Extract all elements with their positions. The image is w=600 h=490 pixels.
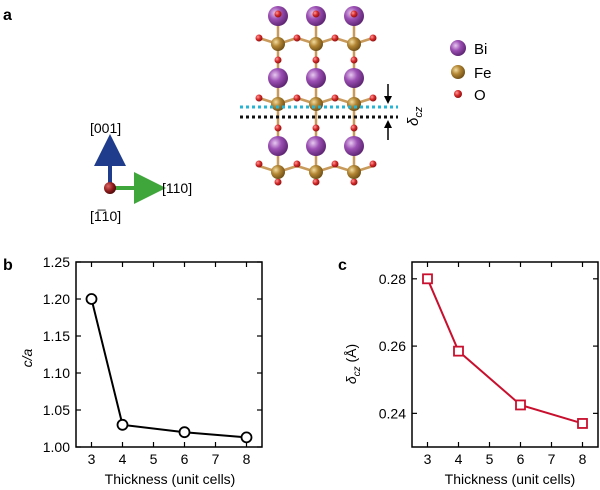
y-tick-label: 1.15: [43, 328, 70, 344]
o-atom: [274, 56, 282, 64]
y-tick-label: 1.05: [43, 402, 70, 418]
o-atom: [369, 160, 377, 168]
displacement-arrowhead-bottom: [384, 120, 392, 128]
series-line: [90, 298, 247, 439]
bi-atom: [268, 68, 288, 88]
x-tick-label: 3: [424, 451, 432, 467]
chart-c: 3 4 5 6 7 8 0.24 0.26 0.28: [379, 261, 599, 467]
o-atom: [293, 160, 301, 168]
data-point: [240, 431, 253, 444]
x-tick-label: 8: [243, 451, 251, 467]
series-line: [426, 278, 583, 425]
x-tick-label: 5: [150, 451, 158, 467]
fe-atom: [347, 165, 361, 179]
y-tick-label: 0.28: [379, 271, 406, 287]
o-atom: [331, 160, 339, 168]
x-tick-label: 5: [486, 451, 494, 467]
o-atom: [369, 34, 377, 42]
fe-atom: [271, 165, 285, 179]
crystal-axes: [001] [110] [1̅10]: [90, 120, 192, 224]
axis-label-110: [110]: [162, 180, 192, 196]
axis-label-001: [001]: [90, 120, 121, 136]
o-atom: [274, 124, 282, 132]
x-tick-label: 6: [517, 451, 525, 467]
o-atom: [350, 124, 358, 132]
plot-frame: [75, 261, 263, 448]
panel-letter-a: a: [3, 7, 12, 24]
bi-atom: [306, 68, 326, 88]
legend-o-swatch: [454, 90, 462, 98]
chart-b: 3 4 5 6 7 8 1.00 1.05 1.10 1.15 1.20 1.25: [43, 254, 263, 467]
fe-atom: [271, 37, 285, 51]
x-tick-label: 7: [548, 451, 556, 467]
o-atom: [369, 94, 377, 102]
o-atom: [255, 160, 263, 168]
legend-bi-swatch: [450, 40, 466, 56]
y-tick-label: 1.25: [43, 254, 70, 270]
fe-atom: [309, 97, 323, 111]
displacement-arrowhead-top: [384, 96, 392, 104]
plot-frame: [411, 261, 599, 448]
o-atom: [312, 10, 320, 18]
displacement-indicator: δcz: [240, 84, 425, 140]
fe-atom: [271, 97, 285, 111]
panel-letter-c: c: [338, 257, 347, 274]
legend-fe-swatch: [451, 65, 465, 79]
fe-atom: [309, 165, 323, 179]
data-point: [116, 418, 129, 431]
fe-atom: [309, 37, 323, 51]
y-tick-label: 0.24: [379, 405, 406, 421]
bi-atom: [344, 68, 364, 88]
bi-atom: [268, 136, 288, 156]
chart-b-xlabel: Thickness (unit cells): [105, 471, 236, 487]
chart-c-xlabel: Thickness (unit cells): [445, 471, 576, 487]
o-atom: [274, 10, 282, 18]
axis-origin: [104, 182, 116, 194]
o-atom: [350, 10, 358, 18]
fe-atom: [347, 37, 361, 51]
o-atom: [274, 178, 282, 186]
legend-fe-label: Fe: [474, 65, 492, 82]
o-atom: [312, 124, 320, 132]
data-point: [453, 345, 464, 357]
delta-cz-label: δcz: [405, 106, 425, 126]
y-tick-label: 1.10: [43, 365, 70, 381]
data-point: [85, 293, 98, 305]
legend-o-label: O: [474, 87, 486, 104]
atom-legend: Bi Fe O: [450, 40, 492, 104]
data-point: [577, 418, 588, 429]
o-atom: [350, 178, 358, 186]
crystal-structure: [255, 6, 377, 186]
y-tick-label: 0.26: [379, 338, 406, 354]
o-atom: [255, 94, 263, 102]
o-atom: [350, 56, 358, 64]
o-atom: [255, 34, 263, 42]
x-tick-label: 3: [88, 451, 96, 467]
panel-letter-b: b: [3, 257, 13, 274]
data-point: [422, 273, 433, 285]
x-tick-label: 7: [212, 451, 220, 467]
bi-atom: [306, 136, 326, 156]
o-atom: [312, 56, 320, 64]
bi-atom: [344, 136, 364, 156]
data-point: [178, 426, 191, 439]
o-atom: [331, 34, 339, 42]
fe-atom: [347, 97, 361, 111]
legend-bi-label: Bi: [474, 41, 487, 58]
o-atom: [293, 94, 301, 102]
y-tick-label: 1.00: [43, 439, 70, 455]
x-tick-label: 4: [455, 451, 463, 467]
chart-c-ylabel: δcz (Å): [343, 344, 363, 384]
x-tick-label: 4: [119, 451, 127, 467]
x-tick-label: 6: [181, 451, 189, 467]
data-point: [515, 399, 526, 411]
y-tick-label: 1.20: [43, 291, 70, 307]
axis-label-1bar10: [1̅10]: [90, 208, 121, 224]
o-atom: [293, 34, 301, 42]
x-tick-label: 8: [579, 451, 587, 467]
chart-b-ylabel: c/a: [19, 348, 35, 367]
o-atom: [331, 94, 339, 102]
o-atom: [312, 178, 320, 186]
